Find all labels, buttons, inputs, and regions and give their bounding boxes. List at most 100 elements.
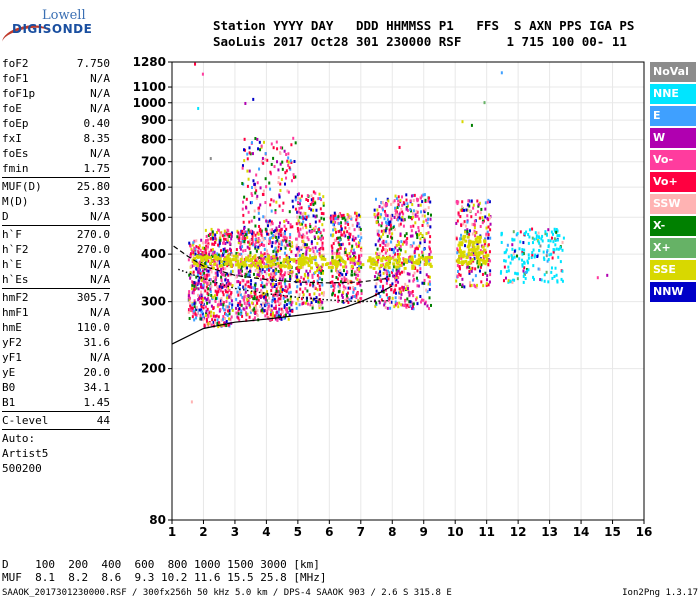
- echo-point: [380, 213, 383, 217]
- echo-point: [509, 261, 512, 265]
- echo-point: [392, 247, 395, 251]
- echo-point: [309, 230, 312, 234]
- echo-point: [312, 208, 315, 212]
- echo-point: [284, 246, 287, 250]
- echo-point: [397, 203, 400, 207]
- echo-point: [333, 282, 336, 286]
- echo-point: [389, 214, 392, 218]
- echo-point: [281, 310, 284, 314]
- echo-point: [398, 223, 401, 227]
- echo-point: [283, 306, 286, 310]
- echo-point: [226, 287, 229, 291]
- echo-point: [258, 224, 261, 228]
- echo-point: [286, 243, 289, 247]
- echo-point: [222, 293, 225, 297]
- echo-point: [547, 245, 550, 249]
- echo-point: [332, 284, 335, 288]
- echo-point: [253, 316, 256, 320]
- echo-point: [247, 280, 250, 284]
- echo-point: [374, 215, 377, 219]
- echo-point: [209, 237, 212, 241]
- echo-point: [297, 196, 300, 200]
- echo-point: [507, 280, 510, 284]
- echo-point: [486, 244, 489, 248]
- echo-point: [457, 261, 461, 265]
- echo-point: [476, 242, 479, 246]
- echo-point: [415, 276, 418, 280]
- echo-point: [334, 217, 337, 221]
- echo-point: [231, 308, 234, 312]
- echo-points: [187, 62, 609, 404]
- echo-point: [261, 310, 264, 314]
- echo-point: [381, 221, 384, 225]
- echo-point: [407, 287, 410, 291]
- echo-point: [279, 302, 282, 306]
- echo-point: [322, 212, 325, 216]
- echo-point: [421, 233, 424, 237]
- echo-point: [412, 209, 415, 213]
- echo-point: [316, 249, 319, 253]
- echo-point: [513, 278, 516, 282]
- echo-point: [338, 243, 341, 247]
- echo-point: [231, 284, 234, 288]
- echo-point: [409, 245, 412, 249]
- echo-point: [389, 300, 392, 304]
- echo-point: [322, 203, 325, 207]
- echo-point: [521, 252, 524, 256]
- x-tick-label: 14: [573, 525, 590, 539]
- echo-point: [464, 230, 467, 234]
- echo-point: [342, 213, 345, 217]
- echo-point: [287, 266, 291, 270]
- echo-point: [337, 295, 340, 299]
- echo-point: [468, 269, 471, 273]
- echo-point: [256, 181, 259, 185]
- x-tick-label: 15: [604, 525, 621, 539]
- echo-point: [251, 230, 254, 234]
- echo-point: [285, 218, 288, 222]
- echo-point: [281, 160, 284, 164]
- echo-point: [195, 259, 198, 263]
- echo-point: [345, 294, 348, 298]
- echo-point: [225, 285, 228, 289]
- echo-point: [349, 255, 352, 259]
- echo-point: [550, 270, 553, 274]
- echo-point: [204, 289, 207, 293]
- echo-point: [386, 222, 389, 226]
- echo-point: [277, 168, 280, 172]
- echo-point: [209, 290, 212, 294]
- echo-point: [200, 305, 203, 309]
- echo-point: [294, 141, 297, 145]
- echo-point: [249, 310, 252, 314]
- echo-point: [243, 241, 246, 245]
- echo-point: [193, 239, 196, 243]
- echo-point: [310, 256, 314, 260]
- echo-point: [374, 304, 377, 308]
- echo-point: [235, 297, 238, 301]
- echo-point: [558, 234, 561, 238]
- echo-point: [278, 224, 281, 228]
- echo-point: [225, 256, 229, 260]
- echo-point: [485, 259, 489, 263]
- echo-point: [408, 303, 411, 307]
- echo-point: [198, 300, 201, 304]
- x-tick-label: 5: [294, 525, 302, 539]
- echo-point: [188, 296, 191, 300]
- echo-point: [241, 234, 244, 238]
- echo-point: [339, 269, 342, 273]
- echo-point: [202, 283, 205, 287]
- echo-point: [312, 197, 315, 201]
- echo-point: [398, 301, 401, 305]
- echo-point: [244, 267, 247, 271]
- echo-point: [218, 300, 221, 304]
- echo-point: [489, 216, 492, 220]
- echo-point: [523, 248, 526, 252]
- echo-point: [216, 252, 219, 256]
- echo-point: [212, 252, 215, 256]
- echo-point: [391, 236, 394, 240]
- echo-point: [241, 236, 244, 240]
- echo-point: [500, 233, 503, 237]
- echo-point: [188, 308, 191, 312]
- echo-point: [271, 236, 274, 240]
- echo-point: [300, 194, 303, 198]
- legend-entry-ssw: SSW: [650, 194, 696, 214]
